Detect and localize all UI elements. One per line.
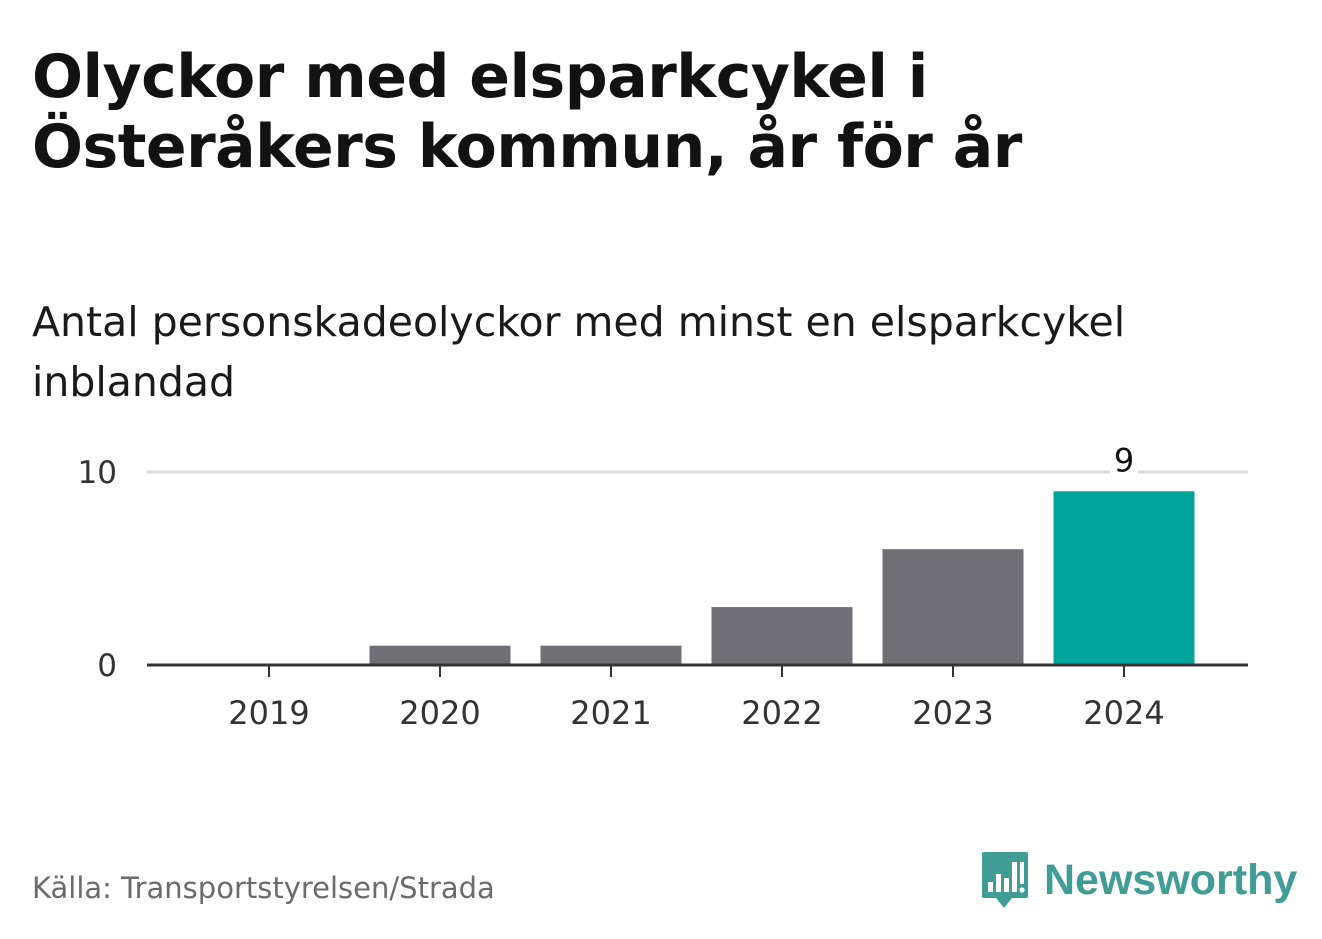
bars bbox=[369, 491, 1195, 665]
bar-chart-speech-bubble-icon bbox=[982, 852, 1028, 908]
bar-2021 bbox=[540, 645, 682, 665]
bar-2024 bbox=[1053, 491, 1195, 665]
axes bbox=[147, 663, 1248, 677]
y-tick-label: 10 bbox=[78, 455, 117, 491]
bar-2023 bbox=[882, 549, 1024, 665]
chart-labels: 0 10 2019 2020 2021 2022 2023 2024 9 bbox=[78, 441, 1165, 732]
x-tick-label: 2024 bbox=[1083, 694, 1164, 732]
x-tick-label: 2022 bbox=[741, 694, 822, 732]
data-label-background bbox=[1110, 445, 1138, 482]
chart-subtitle: Antal personskadeolyckor med minst en el… bbox=[32, 298, 1126, 406]
brand-logo: Newsworthy bbox=[980, 848, 1297, 912]
bar-2020 bbox=[369, 645, 511, 665]
x-tick-label: 2019 bbox=[228, 694, 309, 732]
chart-title: Olyckor med elsparkcykel i Österåkers ko… bbox=[32, 42, 1022, 182]
x-tick-label: 2023 bbox=[912, 694, 993, 732]
x-tick-label: 2021 bbox=[570, 694, 651, 732]
bar-2022 bbox=[711, 607, 853, 665]
data-label: 9 bbox=[1114, 441, 1134, 479]
bar-chart: 0 10 2019 2020 2021 2022 2023 2024 9 bbox=[78, 441, 1248, 732]
source-note: Källa: Transportstyrelsen/Strada bbox=[32, 871, 495, 905]
brand-name: Newsworthy bbox=[1044, 855, 1298, 904]
y-tick-label: 0 bbox=[97, 648, 117, 684]
x-tick-label: 2020 bbox=[399, 694, 480, 732]
